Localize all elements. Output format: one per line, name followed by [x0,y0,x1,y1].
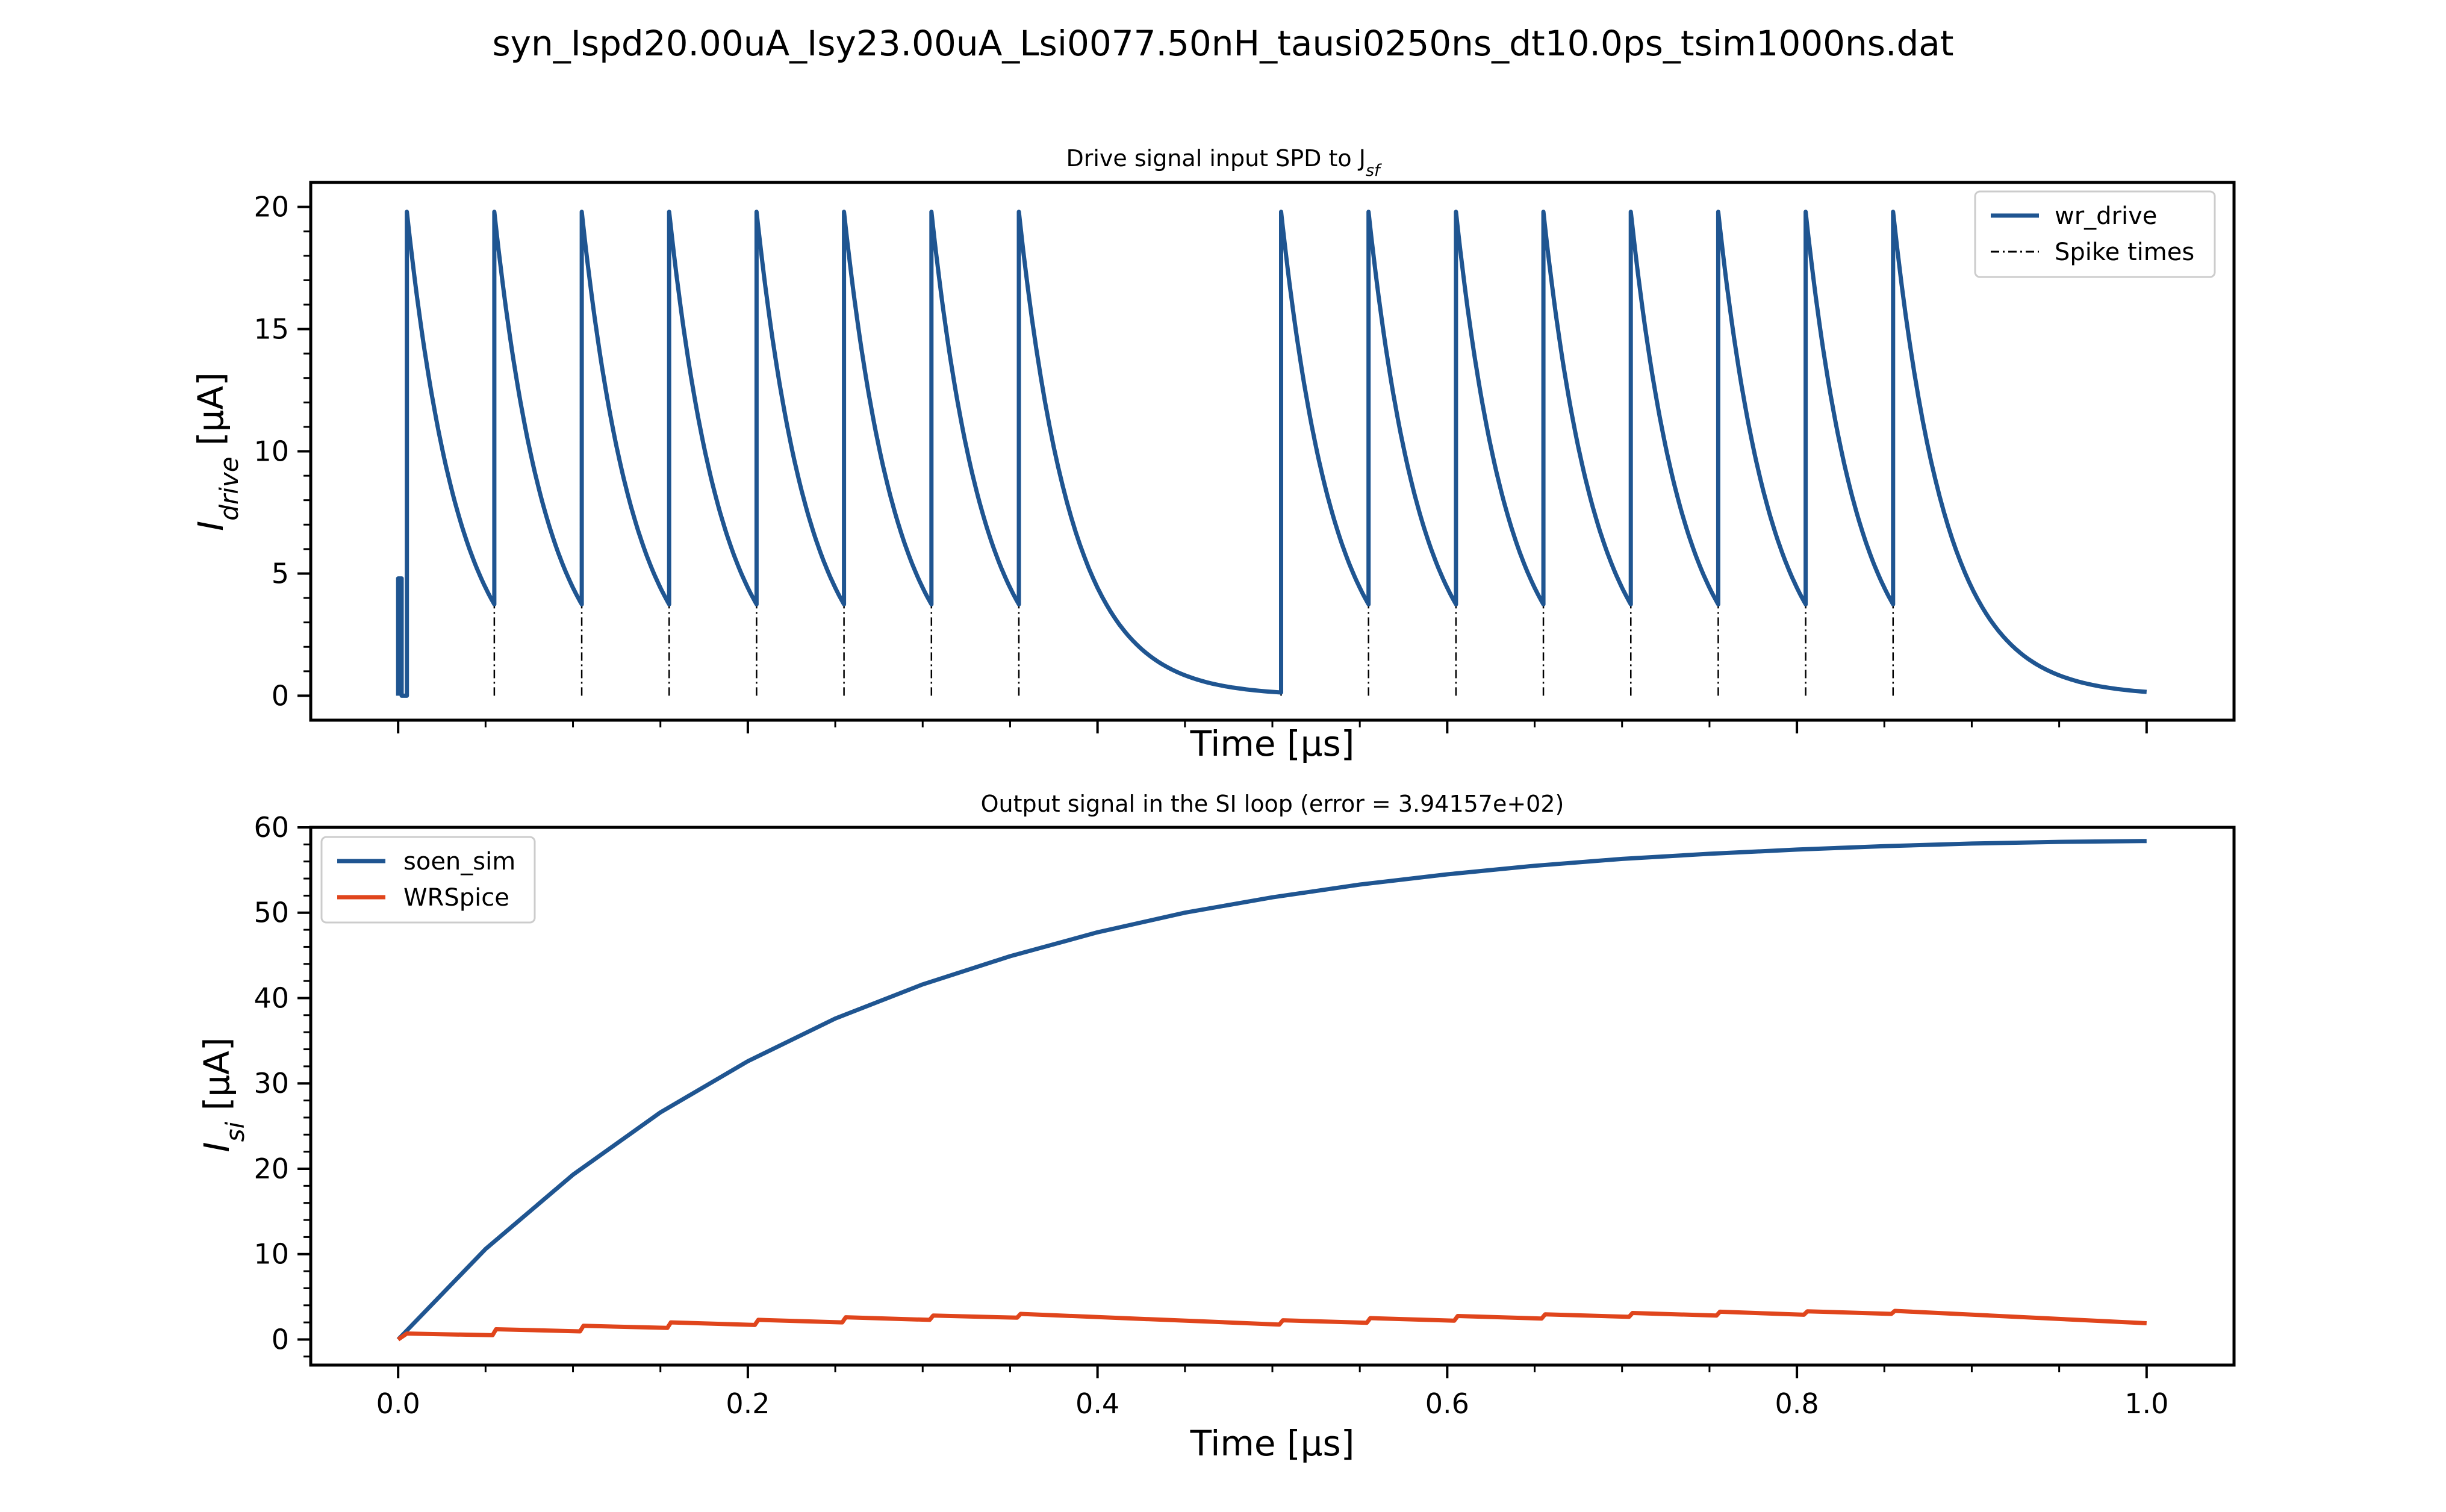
si-ylabel: Isi [μA] [196,1038,250,1153]
drive-plot-area [396,210,2147,698]
si-xtick-label: 0.0 [376,1387,420,1420]
si-xtick-label: 0.8 [1775,1387,1819,1420]
si-axes-frame [309,826,2236,1367]
si-ylabel-sub: si [220,1121,250,1142]
si-xlabel: Time [μs] [1190,1423,1355,1464]
si-legend: soen_sim WRSpice [320,836,536,924]
si-xtick-label: 0.2 [726,1387,770,1420]
si-ytick-label: 0 [272,1323,289,1355]
si-xtick-label: 0.4 [1075,1387,1119,1420]
drive-axes: 0 5 10 15 20 [254,191,2148,733]
drive-ylabel-main: I [190,521,231,531]
si-ytick-label: 30 [254,1067,289,1100]
drive-axes-frame [309,181,2236,722]
drive-ytick-label: 20 [254,191,289,223]
drive-legend: wr_drive Spike times [1974,190,2216,278]
si-ytick-label: 60 [254,811,289,844]
si-panel-title: Output signal in the SI loop (error = 3.… [981,791,1564,817]
drive-panel: Drive signal input SPD to Jsf 0 5 10 15 20 T… [190,145,2236,764]
soen-sim-line [396,839,2147,1341]
si-ytick-label: 10 [254,1238,289,1271]
figure-suptitle: syn_Ispd20.00uA_Isy23.00uA_Lsi0077.50nH_… [492,23,1953,64]
drive-ylabel-unit: [μA] [190,372,231,456]
drive-xlabel: Time [μs] [1190,723,1355,764]
si-ylabel-unit: [μA] [196,1038,237,1122]
si-plot-area [396,839,2147,1342]
si-xtick-label: 0.6 [1425,1387,1469,1420]
drive-panel-title-sub: sf [1366,161,1382,180]
si-axes: 0.0 0.2 0.4 0.6 0.8 1.0 0 10 20 30 40 50 60 [254,811,2168,1420]
drive-legend-box [1974,190,2216,278]
drive-ytick-label: 0 [272,679,289,712]
si-ytick-label: 20 [254,1153,289,1185]
si-panel: Output signal in the SI loop (error = 3.… [196,791,2236,1464]
drive-legend-label-spike-times: Spike times [2055,238,2194,266]
drive-ytick-label: 5 [272,557,289,590]
drive-ylabel: Idrive [μA] [190,372,244,531]
si-legend-label-wrspice: WRSpice [403,884,509,912]
drive-panel-title-main: Drive signal input SPD to J [1066,145,1366,172]
drive-legend-label-wr-drive: wr_drive [2055,202,2157,230]
drive-ytick-label: 10 [254,435,289,468]
drive-panel-title: Drive signal input SPD to Jsf [1066,145,1382,180]
si-ytick-label: 40 [254,982,289,1014]
si-ytick-label: 50 [254,897,289,929]
si-ylabel-main: I [196,1142,237,1152]
si-legend-box [320,836,536,924]
drive-ytick-label: 15 [254,313,289,346]
wrspice-line [397,1308,2147,1342]
si-xtick-label: 1.0 [2124,1387,2168,1420]
drive-ylabel-sub: drive [214,456,244,520]
si-legend-label-soen-sim: soen_sim [403,848,515,876]
wr-drive-line [396,210,2147,698]
